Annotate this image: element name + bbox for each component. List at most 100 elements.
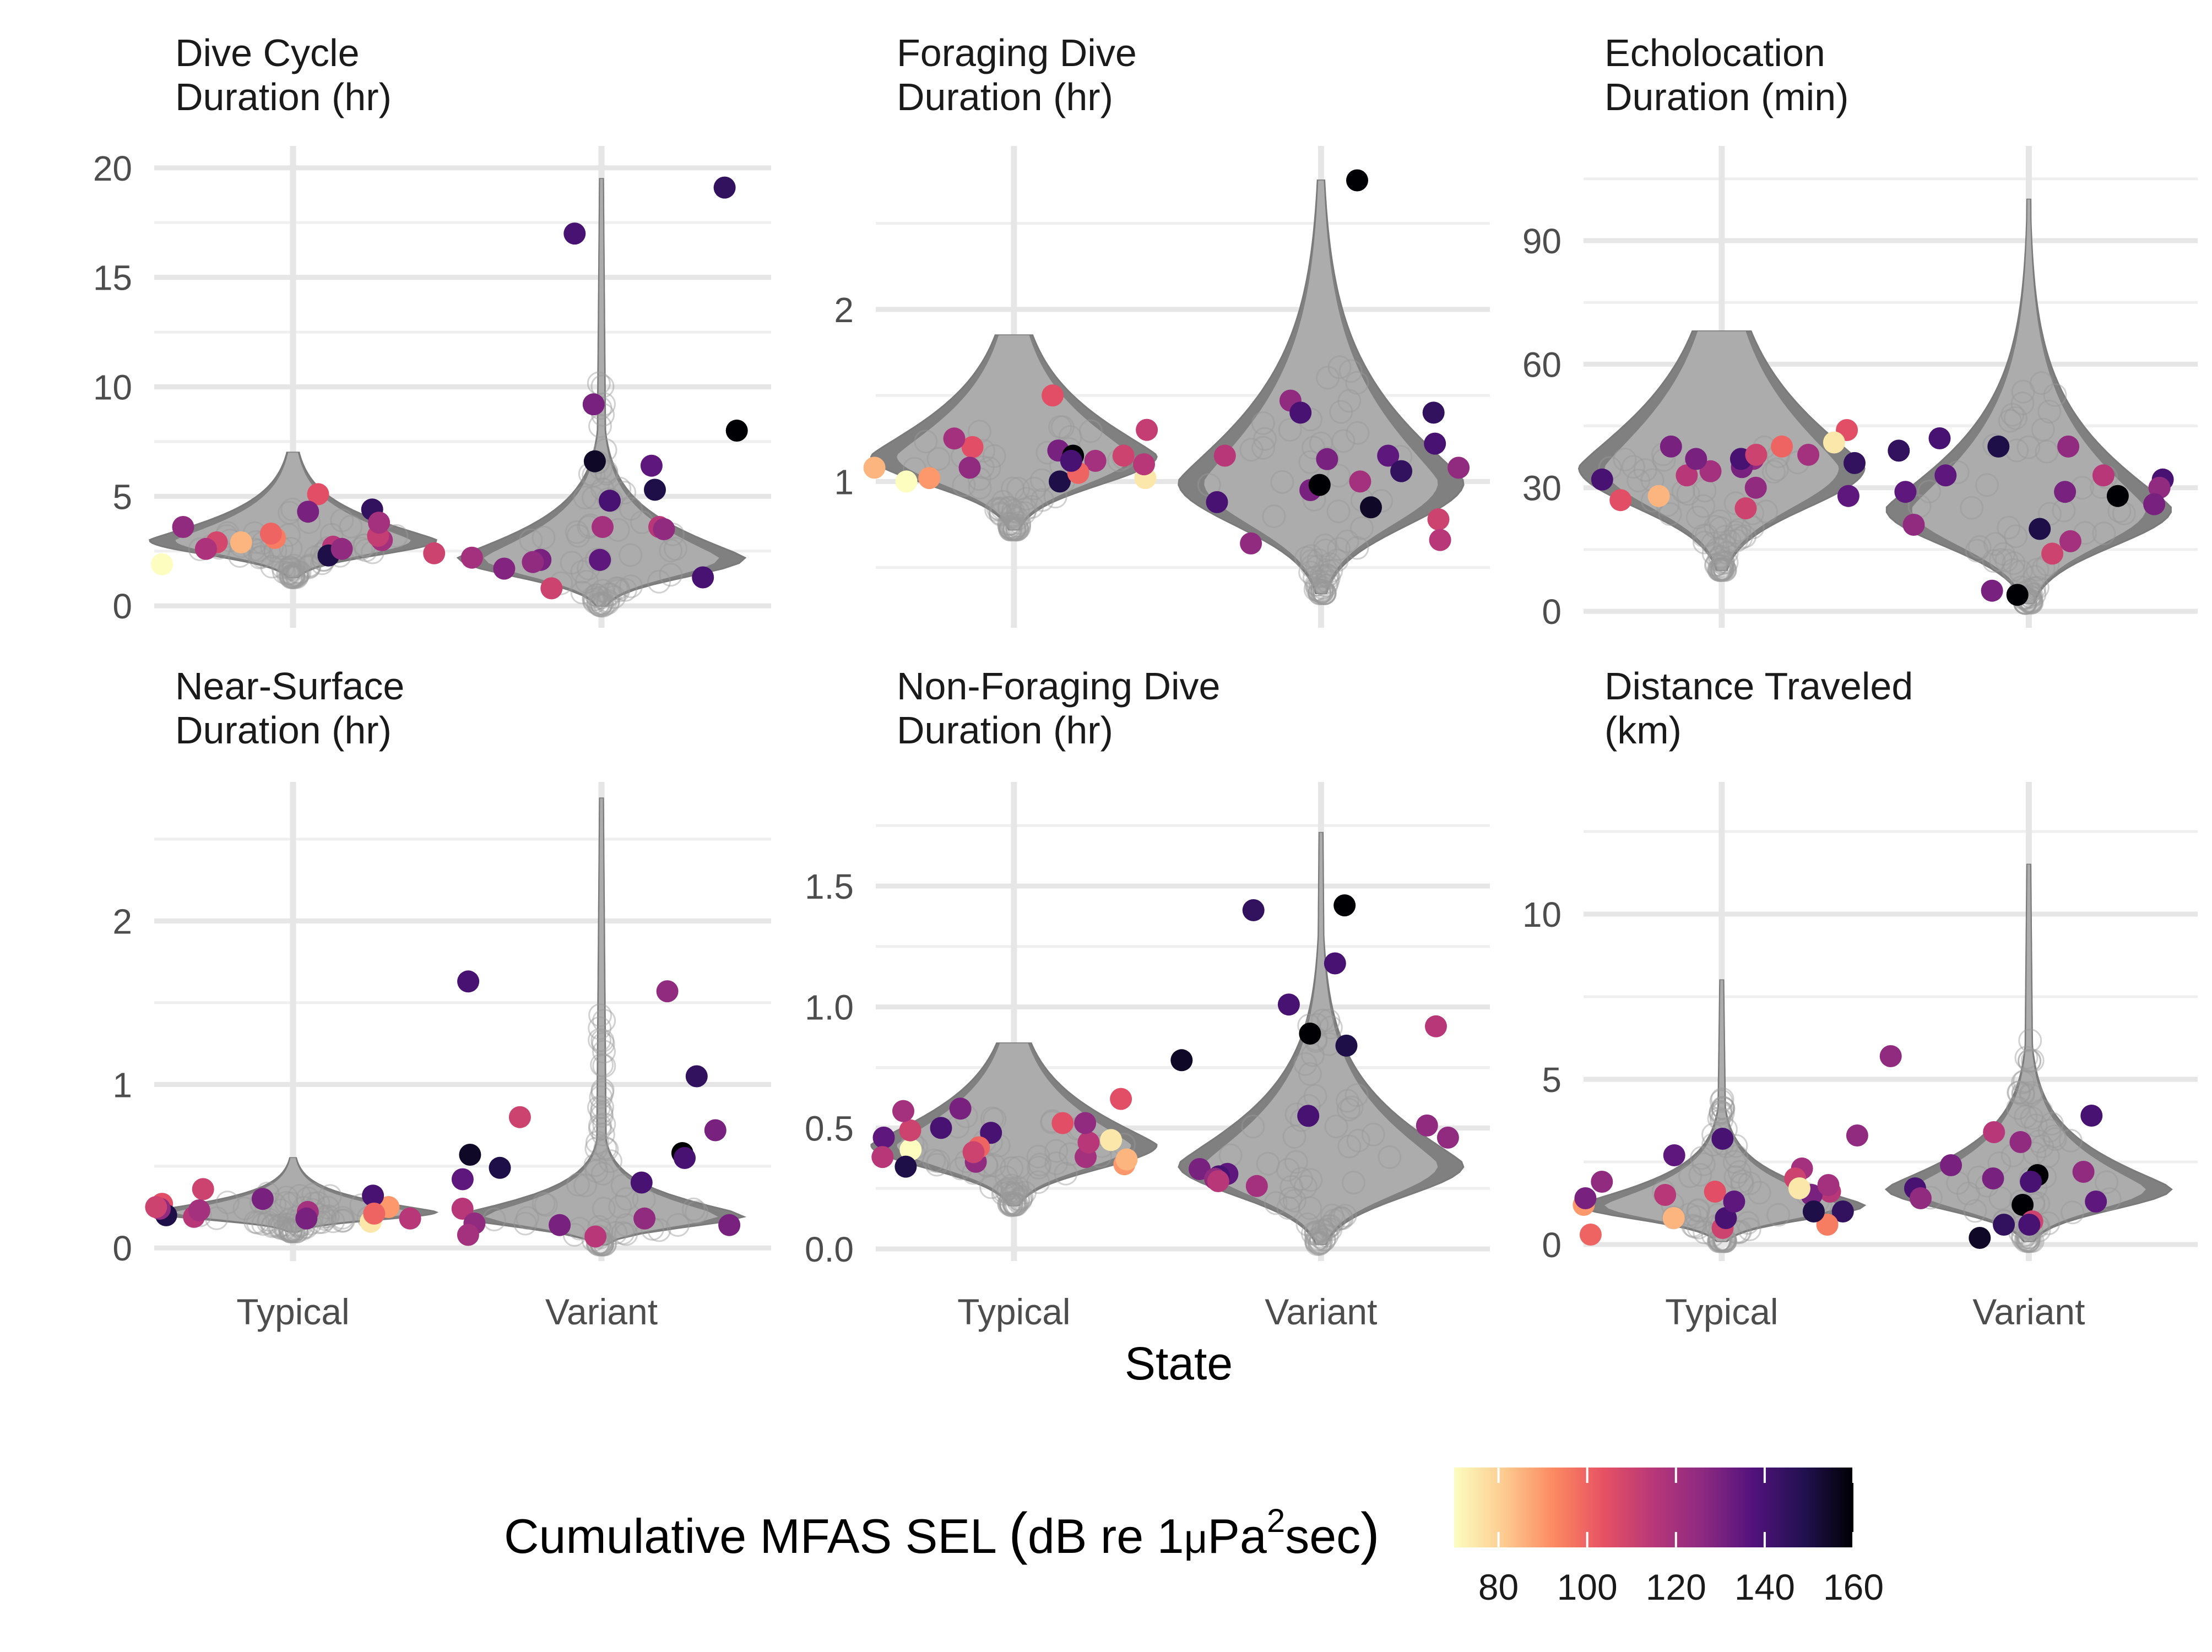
posterior-sample-circle [516, 1206, 539, 1230]
posterior-sample-circle [1293, 1175, 1318, 1199]
data-point [1844, 452, 1866, 474]
data-point [1425, 1015, 1447, 1037]
posterior-sample-circle [2095, 1170, 2119, 1194]
posterior-sample-circle [278, 556, 302, 580]
violin-inner-haze [484, 178, 719, 606]
posterior-sample-circle [586, 593, 610, 617]
data-point [2085, 1191, 2107, 1213]
data-point [172, 516, 194, 538]
posterior-sample-circle [1001, 517, 1025, 541]
posterior-sample-circle [999, 1192, 1023, 1216]
data-point [1436, 1126, 1459, 1149]
data-point [192, 1178, 214, 1200]
posterior-sample-circle [1330, 1207, 1354, 1230]
data-point [899, 1119, 921, 1142]
posterior-sample-circle [1710, 558, 1734, 582]
posterior-sample-circle [997, 496, 1021, 520]
posterior-sample-circle [925, 1153, 949, 1177]
posterior-sample-circle [1315, 570, 1340, 594]
posterior-sample-circle [332, 1208, 356, 1232]
posterior-sample-circle [2003, 406, 2027, 430]
data-point [1981, 579, 2003, 602]
data-point [230, 531, 252, 553]
posterior-sample-circle [279, 1219, 303, 1243]
posterior-sample-circle [1711, 1096, 1735, 1120]
posterior-sample-circle [260, 1214, 284, 1238]
data-point [1242, 899, 1265, 921]
posterior-sample-circle [1012, 501, 1037, 525]
posterior-sample-circle [286, 561, 311, 585]
posterior-sample-circle [1711, 557, 1735, 581]
data-point [1837, 485, 1859, 507]
posterior-sample-circle [1028, 1153, 1052, 1177]
facet-panel: Dive Cycle Duration (hr) 0 5 10 15 20 [93, 31, 771, 628]
posterior-sample-circle [1005, 518, 1029, 542]
data-point [1170, 1049, 1193, 1072]
posterior-sample-circle [585, 1131, 609, 1155]
posterior-sample-circle [1722, 1150, 1747, 1174]
posterior-sample-circle [598, 1149, 622, 1173]
posterior-sample-circle [1001, 1183, 1026, 1207]
y-tick-label: 0.5 [805, 1108, 854, 1148]
posterior-sample-circle [1710, 557, 1734, 582]
violin-inner-haze [1911, 865, 2146, 1241]
posterior-sample-circle [275, 1218, 299, 1242]
data-point [599, 490, 621, 512]
data-point [522, 551, 544, 573]
posterior-sample-circle [1044, 1151, 1069, 1175]
posterior-sample-circle [590, 374, 615, 399]
data-point [1654, 1184, 1677, 1206]
posterior-sample-circle [647, 569, 671, 594]
posterior-sample-circle [256, 1210, 280, 1235]
posterior-sample-circle [1737, 1218, 1761, 1241]
posterior-sample-circle [1725, 529, 1749, 553]
posterior-sample-circle [989, 502, 1013, 526]
posterior-sample-circle [1983, 532, 2007, 556]
posterior-sample-circle [590, 1161, 615, 1186]
data-point [2106, 485, 2129, 507]
posterior-sample-circle [1006, 1189, 1030, 1213]
posterior-sample-circle [1711, 1101, 1735, 1125]
posterior-sample-circle [1311, 1219, 1335, 1243]
posterior-sample-circle [1006, 507, 1030, 531]
posterior-sample-circle [1315, 563, 1339, 587]
violin-inner-haze [1604, 331, 1839, 570]
posterior-sample-circle [1700, 531, 1725, 556]
data-point [1297, 1105, 1320, 1127]
posterior-sample-circle [592, 1009, 616, 1033]
data-point [674, 1146, 696, 1169]
posterior-sample-circle [999, 518, 1023, 542]
posterior-sample-circle [614, 1222, 638, 1246]
data-point [1316, 448, 1338, 470]
posterior-sample-circle [532, 525, 556, 550]
posterior-sample-circle [2014, 1046, 2038, 1070]
posterior-sample-circle [1327, 464, 1351, 488]
posterior-sample-circle [1319, 1218, 1343, 1241]
data-point [1647, 485, 1670, 507]
posterior-sample-circle [587, 371, 611, 395]
posterior-sample-circle [590, 594, 615, 618]
posterior-sample-circle [274, 1191, 299, 1215]
posterior-sample-circle [281, 565, 305, 589]
data-point [368, 512, 391, 534]
posterior-sample-circle [1727, 518, 1752, 542]
posterior-sample-circle [589, 1100, 614, 1124]
posterior-sample-circle [1314, 558, 1338, 582]
posterior-sample-circle [1317, 566, 1341, 590]
posterior-sample-circle [1284, 1150, 1308, 1174]
data-point [194, 537, 217, 560]
posterior-sample-circle [1044, 1139, 1069, 1163]
posterior-sample-circle [513, 1211, 538, 1236]
posterior-sample-circle [588, 585, 612, 610]
posterior-sample-circle [1003, 1193, 1027, 1217]
posterior-sample-circle [999, 517, 1023, 540]
posterior-sample-circle [996, 1180, 1020, 1204]
legend-title-main: Cumulative MFAS SEL [504, 1509, 1009, 1563]
posterior-sample-circle [1308, 1225, 1332, 1249]
data-point [2092, 464, 2115, 487]
posterior-sample-circle [285, 565, 309, 589]
data-point [1660, 435, 1682, 458]
data-point [1346, 169, 1368, 192]
posterior-sample-circle [232, 1197, 257, 1220]
posterior-sample-circle [1680, 1214, 1705, 1238]
